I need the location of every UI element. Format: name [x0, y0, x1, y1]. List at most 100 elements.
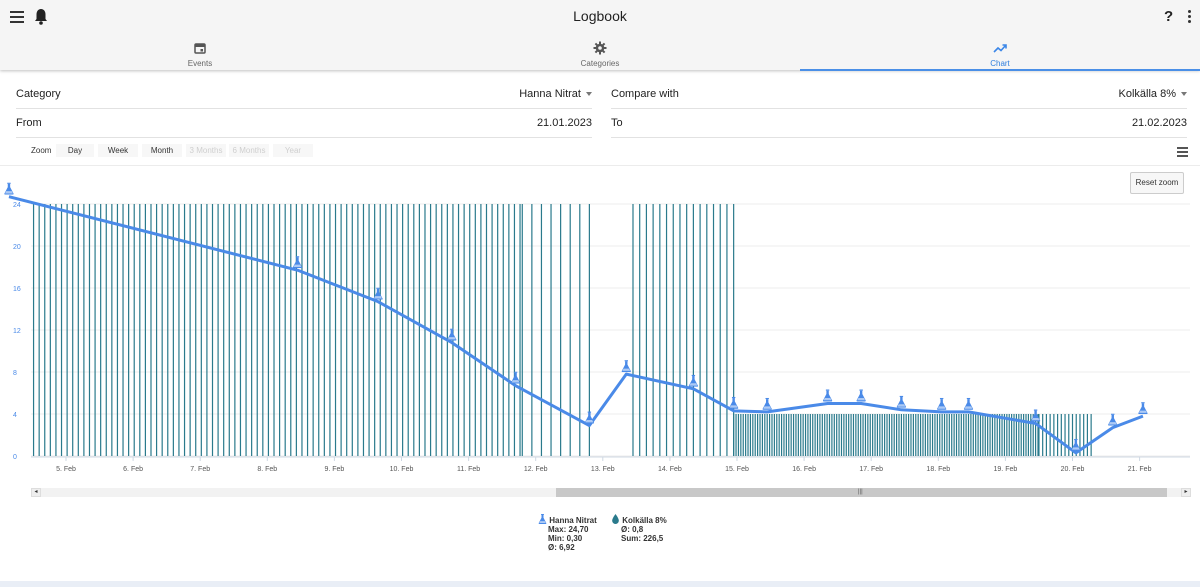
legend-stat: Ø: 6,92 — [548, 543, 575, 552]
y-axis: 0 4 8 12 16 20 24 — [13, 202, 21, 461]
x-tick-label: 14. Feb — [658, 466, 682, 473]
reset-zoom-button[interactable]: Reset zoom — [1130, 172, 1184, 194]
calendar-icon — [194, 43, 206, 54]
bottom-bar — [0, 581, 1200, 587]
compare-value: Kolkälla 8% — [1119, 88, 1187, 100]
help-icon[interactable]: ? — [1164, 8, 1174, 25]
legend-label: Hanna Nitrat — [549, 516, 597, 525]
legend-label: Kolkälla 8% — [622, 516, 667, 525]
x-tick-label: 18. Feb — [926, 466, 950, 473]
chart-menu-icon[interactable] — [1177, 147, 1188, 159]
x-tick-label: 9. Feb — [324, 466, 344, 473]
y-tick-label: 8 — [13, 370, 17, 377]
chart-scrollbar[interactable]: ◂ ||| ▸ — [31, 488, 1191, 497]
tab-bar: Events Categories — [0, 36, 1200, 71]
page-title: Logbook — [573, 8, 627, 24]
data-point-marker[interactable] — [1108, 413, 1118, 426]
series-line — [8, 195, 1144, 455]
y-tick-label: 20 — [13, 244, 21, 251]
y-tick-label: 16 — [13, 286, 21, 293]
divider — [16, 108, 592, 109]
legend-stat: Min: 0,30 — [548, 534, 583, 543]
to-date-field[interactable]: To 21.02.2023 — [611, 109, 1187, 137]
x-tick-label: 11. Feb — [457, 466, 480, 473]
data-point-marker[interactable] — [856, 389, 866, 402]
zoom-week-button[interactable]: Week — [98, 144, 138, 157]
legend-stat: Ø: 0,8 — [621, 525, 644, 534]
x-tick-label: 20. Feb — [1061, 466, 1085, 473]
x-tick-label: 19. Feb — [994, 466, 1018, 473]
data-point-marker[interactable] — [937, 397, 947, 410]
x-tick-label: 16. Feb — [792, 466, 816, 473]
category-label: Category — [16, 88, 61, 100]
top-app-bar: Logbook ? Events — [0, 0, 1200, 71]
x-tick-label: 17. Feb — [859, 466, 883, 473]
divider — [611, 137, 1187, 138]
scrollbar-thumb[interactable]: ||| — [556, 488, 1167, 497]
menu-icon[interactable] — [10, 11, 24, 23]
divider — [611, 108, 1187, 109]
tab-categories-label: Categories — [580, 59, 620, 68]
scroll-right-arrow-icon[interactable]: ▸ — [1181, 488, 1191, 497]
x-axis: 5. Feb 6. Feb 7. Feb 8. Feb 9. Feb 10. Feb 11.… — [31, 456, 1190, 473]
more-vertical-icon[interactable] — [1188, 10, 1192, 25]
data-point-marker[interactable] — [762, 397, 772, 410]
category-select[interactable]: Category Hanna Nitrat — [16, 80, 592, 108]
from-date-field[interactable]: From 21.01.2023 — [16, 109, 592, 137]
data-point-marker[interactable] — [688, 374, 699, 387]
data-point-marker[interactable] — [963, 397, 974, 410]
compare-select[interactable]: Compare with Kolkälla 8% — [611, 80, 1187, 108]
app-header: Logbook ? — [0, 0, 1200, 34]
gear-icon — [593, 41, 607, 55]
trending-up-icon — [993, 44, 1007, 53]
legend-stat: Max: 24,70 — [548, 525, 589, 534]
data-point-marker[interactable] — [292, 256, 303, 269]
data-point-marker[interactable] — [510, 371, 521, 384]
tab-events[interactable]: Events — [0, 36, 400, 70]
tab-categories[interactable]: Categories — [400, 36, 800, 70]
zoom-month-button[interactable]: Month — [142, 144, 182, 157]
tab-events-label: Events — [187, 59, 213, 68]
y-tick-label: 12 — [13, 328, 21, 335]
x-tick-label: 15. Feb — [725, 466, 749, 473]
legend-item-kolkalla[interactable]: Kolkälla 8% Ø: 0,8 Sum: 226,5 — [611, 514, 667, 543]
data-point-marker[interactable] — [896, 395, 907, 408]
data-point-marker[interactable] — [4, 182, 14, 195]
flask-icon — [538, 514, 547, 524]
to-value: 21.02.2023 — [1131, 117, 1187, 129]
data-point-marker[interactable] — [584, 411, 595, 424]
from-value: 21.01.2023 — [536, 117, 592, 129]
divider — [0, 165, 1200, 166]
bell-icon[interactable] — [33, 8, 49, 26]
scroll-left-arrow-icon[interactable]: ◂ — [31, 488, 41, 497]
legend-item-hanna-nitrat[interactable]: Hanna Nitrat Max: 24,70 Min: 0,30 Ø: 6,9… — [538, 514, 597, 552]
grip-icon: ||| — [858, 489, 863, 495]
data-point-marker[interactable] — [822, 389, 833, 402]
series-hanna-nitrat — [4, 182, 1148, 455]
tab-chart[interactable]: Chart — [800, 36, 1200, 71]
dropdown-caret-icon — [586, 92, 592, 97]
y-tick-label: 24 — [13, 202, 21, 209]
data-point-marker[interactable] — [729, 396, 739, 409]
zoom-day-button[interactable]: Day — [56, 144, 94, 157]
category-value: Hanna Nitrat — [519, 88, 592, 100]
data-point-marker[interactable] — [1138, 402, 1148, 415]
x-tick-label: 21. Feb — [1128, 466, 1152, 473]
y-tick-label: 0 — [13, 454, 17, 461]
drop-icon — [612, 514, 619, 524]
x-tick-label: 5. Feb — [56, 466, 76, 473]
x-tick-label: 6. Feb — [123, 466, 143, 473]
zoom-6-months-button: 6 Months — [229, 144, 269, 157]
to-label: To — [611, 117, 623, 129]
zoom-year-button: Year — [273, 144, 313, 157]
zoom-3-months-button: 3 Months — [186, 144, 226, 157]
data-point-marker[interactable] — [621, 360, 631, 373]
divider — [16, 137, 592, 138]
x-tick-label: 12. Feb — [524, 466, 548, 473]
legend-stat: Sum: 226,5 — [621, 534, 664, 543]
x-tick-label: 8. Feb — [257, 466, 277, 473]
y-tick-label: 4 — [13, 412, 17, 419]
x-tick-label: 13. Feb — [591, 466, 615, 473]
x-tick-label: 10. Feb — [390, 466, 414, 473]
